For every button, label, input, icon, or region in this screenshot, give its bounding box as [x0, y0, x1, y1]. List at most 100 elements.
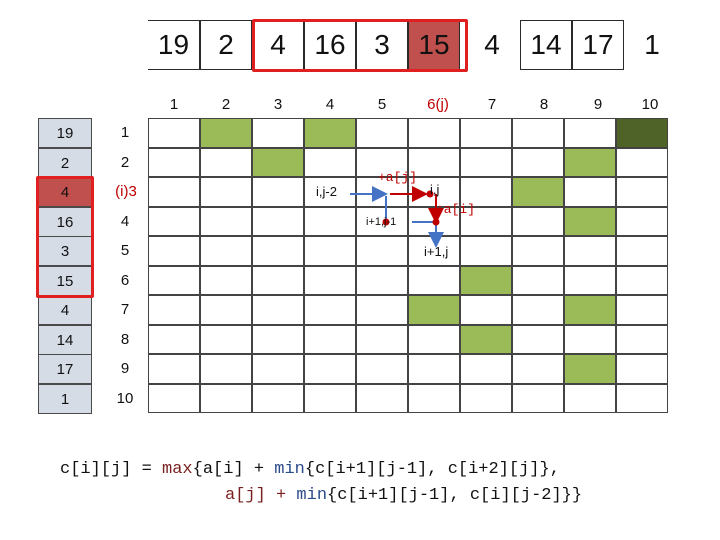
top-array-range-highlight [252, 19, 468, 72]
formula-text: a[j] + [225, 486, 297, 505]
dp-cell [200, 206, 252, 236]
dp-cell [512, 265, 564, 295]
dp-cell [512, 354, 564, 384]
dp-cell [252, 118, 304, 148]
dp-cell [408, 324, 460, 354]
column-number: 5 [377, 96, 387, 113]
column-number: 4 [325, 96, 335, 113]
dp-cell [304, 383, 356, 413]
row-number: 7 [120, 301, 130, 318]
dp-cell [408, 295, 460, 325]
dp-cell [460, 118, 512, 148]
dp-cell [616, 383, 668, 413]
dp-cell [304, 324, 356, 354]
dp-cell [304, 147, 356, 177]
formula-text: {a[i] + [192, 460, 275, 479]
column-number: 2 [221, 96, 231, 113]
dp-cell [148, 295, 200, 325]
dp-cell [564, 118, 616, 148]
dp-cell [460, 383, 512, 413]
dp-cell [200, 118, 252, 148]
dp-cell [148, 177, 200, 207]
column-number: 1 [169, 96, 179, 113]
dp-cell [200, 383, 252, 413]
dp-cell [304, 295, 356, 325]
dp-cell [148, 236, 200, 266]
dp-cell [356, 383, 408, 413]
dp-cell [460, 265, 512, 295]
label-i-j-minus-2: i,j-2 [316, 184, 337, 199]
dp-cell [564, 354, 616, 384]
dp-cell [356, 354, 408, 384]
dp-cell [148, 324, 200, 354]
label-i-plus-1-j-minus-1: i+1,j-1 [366, 216, 397, 228]
dp-cell [148, 147, 200, 177]
dp-cell [564, 236, 616, 266]
dp-cell [252, 147, 304, 177]
column-number: 10 [641, 96, 659, 113]
formula-line-2: a[j] + min{c[i+1][j-1], c[i][j-2]}} [225, 486, 582, 505]
dp-cell [460, 147, 512, 177]
row-number-i: (i)3 [115, 183, 137, 200]
row-number: 9 [120, 360, 130, 377]
dp-cell [564, 265, 616, 295]
dp-cell [512, 206, 564, 236]
dp-cell [408, 147, 460, 177]
dp-cell [148, 383, 200, 413]
formula-line-1: c[i][j] = max{a[i] + min{c[i+1][j-1], c[… [60, 460, 560, 479]
top-array-cell: 17 [572, 20, 624, 70]
top-array-cell: 19 [148, 20, 200, 70]
row-number: 4 [120, 213, 130, 230]
dp-cell [564, 147, 616, 177]
dp-cell [304, 236, 356, 266]
dp-cell [616, 147, 668, 177]
column-number: 7 [487, 96, 497, 113]
dp-cell [408, 383, 460, 413]
dp-cell [512, 147, 564, 177]
dp-cell [408, 354, 460, 384]
dp-cell [200, 147, 252, 177]
formula-text: {c[i+1][j-1], c[i][j-2]}} [327, 486, 583, 505]
dp-cell [200, 354, 252, 384]
dp-cell [460, 324, 512, 354]
dp-cell [408, 118, 460, 148]
dp-cell [252, 383, 304, 413]
dp-cell [252, 265, 304, 295]
dp-cell [460, 354, 512, 384]
dp-cell [200, 295, 252, 325]
dp-cell [564, 383, 616, 413]
left-array-cell: 4 [38, 295, 92, 325]
left-array-cell: 19 [38, 118, 92, 148]
top-array-cell: 4 [484, 29, 500, 60]
dp-cell [252, 206, 304, 236]
dp-cell [252, 177, 304, 207]
row-number: 5 [120, 242, 130, 259]
dp-cell [460, 236, 512, 266]
label-plus-a-j: +a[j] [378, 170, 418, 185]
label-i-plus-1-j: i+1,j [424, 244, 449, 259]
dp-cell [356, 265, 408, 295]
label-plus-a-i: +a[i] [436, 202, 476, 217]
dp-cell [304, 177, 356, 207]
dp-cell [148, 118, 200, 148]
row-number: 6 [120, 272, 130, 289]
dp-cell [148, 265, 200, 295]
dp-cell [200, 324, 252, 354]
dp-cell [356, 324, 408, 354]
top-array-cell: 2 [200, 20, 252, 70]
dp-cell [408, 265, 460, 295]
column-number: 8 [539, 96, 549, 113]
dp-cell [304, 354, 356, 384]
dp-cell [460, 177, 512, 207]
dp-cell [252, 324, 304, 354]
dp-cell [356, 147, 408, 177]
dp-cell [512, 118, 564, 148]
dp-cell [616, 354, 668, 384]
left-array-cell: 17 [38, 354, 92, 384]
column-number: 3 [273, 96, 283, 113]
dp-cell [252, 236, 304, 266]
dp-cell [200, 236, 252, 266]
row-number: 2 [120, 154, 130, 171]
row-number: 8 [120, 331, 130, 348]
top-array-cell: 1 [644, 29, 660, 60]
